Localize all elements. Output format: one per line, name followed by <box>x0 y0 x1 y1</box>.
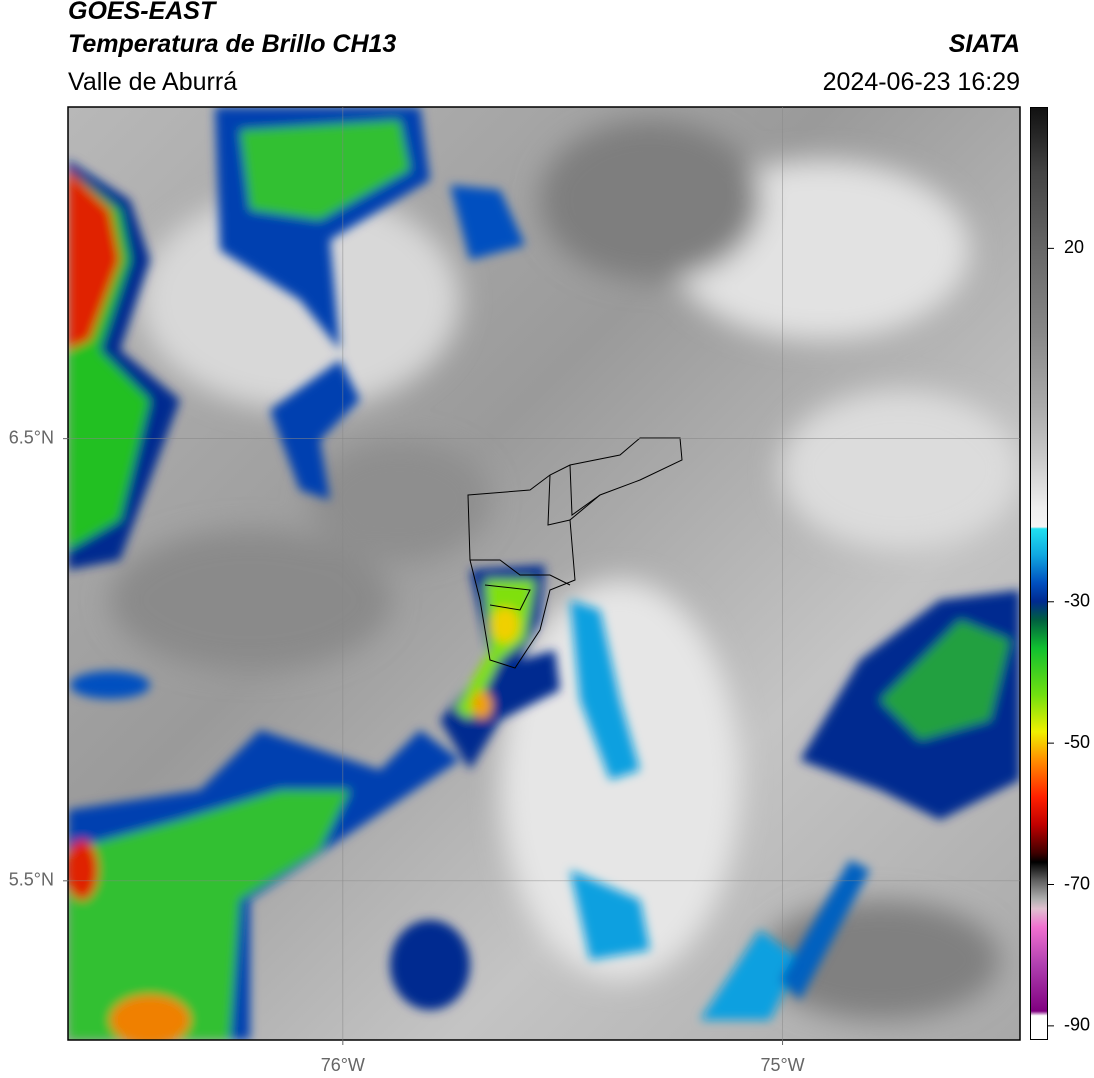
x-tick-label: 75°W <box>760 1055 804 1075</box>
municipal-boundaries <box>467 437 683 669</box>
subtitle: Temperatura de Brillo CH13 <box>68 30 397 58</box>
colorbar-tick-label: 20 <box>1064 237 1084 257</box>
y-tick-label: 5.5°N <box>9 870 54 890</box>
colorbar-tick-label: -30 <box>1064 591 1090 611</box>
colorbar-tick-label: -50 <box>1064 732 1090 752</box>
colorbar-tick-label: -90 <box>1064 1015 1090 1035</box>
y-tick-label: 6.5°N <box>9 427 54 447</box>
colorbar-tick-label: -70 <box>1064 873 1090 893</box>
x-tick-label: 76°W <box>321 1055 365 1075</box>
satellite-image <box>68 107 1020 1040</box>
title: GOES-EAST <box>68 0 216 25</box>
source: SIATA <box>948 30 1020 58</box>
region: Valle de Aburrá <box>68 68 238 96</box>
colorbar <box>1030 107 1048 1040</box>
map-frame <box>67 106 1021 1041</box>
timestamp: 2024-06-23 16:29 <box>822 68 1020 96</box>
